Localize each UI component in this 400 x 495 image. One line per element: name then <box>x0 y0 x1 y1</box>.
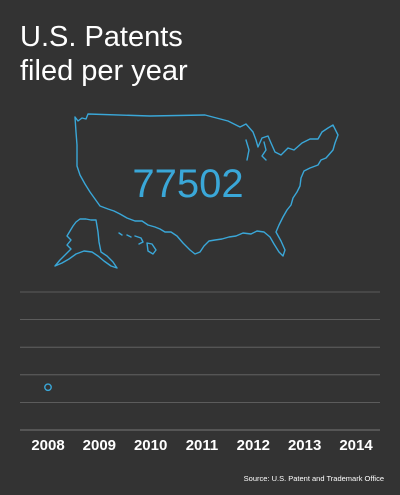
data-points <box>45 384 51 390</box>
data-point[interactable] <box>45 384 51 390</box>
hawaii-outline <box>119 233 156 254</box>
x-tick-labels: 2008 2009 2010 2011 2012 2013 2014 <box>31 437 373 454</box>
grid-lines <box>20 292 380 430</box>
x-tick-label: 2011 <box>186 437 219 454</box>
x-tick-label: 2009 <box>83 437 116 454</box>
source-note: Source: U.S. Patent and Trademark Office <box>244 474 384 483</box>
x-tick-label: 2010 <box>134 437 167 454</box>
alaska-outline <box>55 219 117 268</box>
highlight-value-label: 77502 <box>132 162 243 206</box>
x-tick-label: 2013 <box>288 437 321 454</box>
great-lakes-outline <box>246 140 266 160</box>
x-tick-label: 2014 <box>339 437 373 454</box>
x-tick-label: 2008 <box>31 437 64 454</box>
x-tick-label: 2012 <box>237 437 270 454</box>
